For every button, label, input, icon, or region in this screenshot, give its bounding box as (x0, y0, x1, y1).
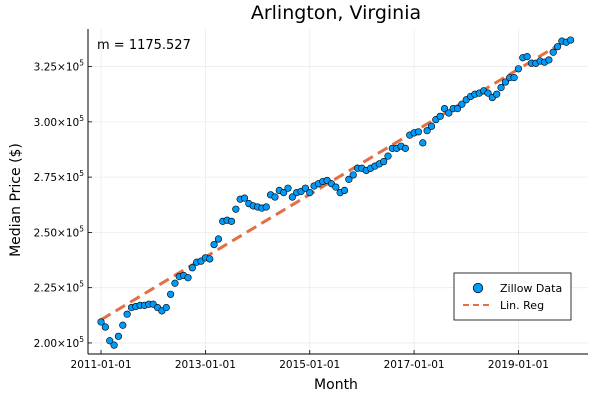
x-axis-title: Month (314, 377, 358, 393)
data-point (510, 74, 518, 82)
data-point (419, 139, 427, 147)
data-point (171, 279, 179, 287)
legend-marker-zillow-data (472, 282, 484, 294)
x-tick-label: 2013-01-01 (175, 359, 236, 371)
data-point (106, 337, 114, 345)
data-point (232, 205, 240, 213)
data-point (427, 122, 436, 130)
data-point (284, 184, 292, 192)
data-point (567, 36, 575, 44)
data-point (423, 127, 431, 135)
data-point (288, 193, 296, 201)
data-point (162, 303, 170, 312)
data-point (123, 310, 131, 318)
x-tick-label: 2011-01-01 (71, 359, 132, 371)
data-point (167, 290, 175, 298)
axes: 2011-01-01 2013-01-01 2015-01-01 2017-01-01… (34, 29, 588, 371)
data-point (545, 56, 553, 64)
data-point (110, 341, 118, 349)
data-point (493, 90, 501, 98)
data-point (514, 65, 523, 73)
data-point (262, 203, 270, 211)
data-point (188, 264, 196, 272)
data-point (349, 171, 357, 179)
data-point (484, 89, 492, 97)
legend-label-zillow-data: Zillow Data (500, 282, 562, 295)
data-point (97, 318, 105, 326)
legend-box (453, 272, 572, 321)
data-point (523, 53, 531, 61)
data-point (345, 175, 353, 183)
data-point (445, 109, 453, 117)
data-point (497, 83, 505, 92)
data-point (280, 189, 288, 197)
data-point (206, 255, 214, 263)
data-point (332, 183, 340, 191)
slope-annotation: m = 1175.527 (97, 38, 191, 53)
y-tick-label: 3.00×105 (34, 114, 85, 129)
y-tick-label: 2.00×105 (34, 335, 85, 350)
data-point (436, 112, 444, 120)
data-point (119, 321, 127, 329)
data-point (101, 323, 109, 331)
y-tick-label: 2.75×105 (34, 169, 85, 184)
data-point (380, 158, 388, 166)
data-point (549, 48, 557, 56)
data-point (340, 186, 349, 194)
chart-title: Arlington, Virginia (251, 2, 421, 24)
data-point (453, 104, 462, 113)
y-axis-title: Median Price ($) (8, 143, 24, 257)
data-point (401, 144, 409, 152)
data-point (553, 43, 562, 51)
data-point (240, 194, 249, 202)
y-tick-label: 2.25×105 (34, 280, 85, 295)
data-point (210, 240, 218, 249)
data-point (306, 189, 314, 197)
data-point (271, 193, 279, 201)
x-tick-label: 2017-01-01 (384, 359, 445, 371)
data-point (184, 274, 192, 282)
data-point (227, 217, 236, 225)
x-tick-label: 2015-01-01 (279, 359, 340, 371)
series (97, 36, 575, 349)
data-point (414, 128, 423, 136)
data-point (384, 152, 392, 160)
data-point (501, 78, 509, 86)
legend-label-lin-reg: Lin. Reg (500, 299, 544, 312)
x-tick-label: 2019-01-01 (488, 359, 549, 371)
data-point (458, 100, 466, 108)
y-tick-label: 2.50×105 (34, 224, 85, 239)
data-point (214, 235, 223, 243)
y-tick-label: 3.25×105 (34, 59, 85, 74)
data-point (440, 104, 449, 113)
legend: Zillow Data Lin. Reg (453, 272, 572, 321)
data-point (114, 332, 123, 340)
data-point (301, 184, 309, 192)
